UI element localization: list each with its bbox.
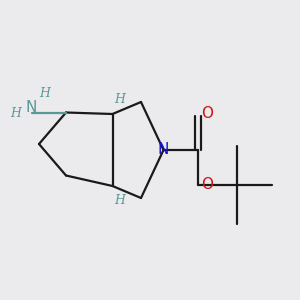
Text: N: N bbox=[158, 142, 169, 157]
Text: H: H bbox=[115, 194, 125, 207]
Text: H: H bbox=[10, 107, 21, 120]
Text: H: H bbox=[115, 93, 125, 106]
Text: O: O bbox=[202, 177, 214, 192]
Text: O: O bbox=[202, 106, 214, 122]
Text: H: H bbox=[39, 86, 50, 100]
Text: N: N bbox=[26, 100, 37, 116]
